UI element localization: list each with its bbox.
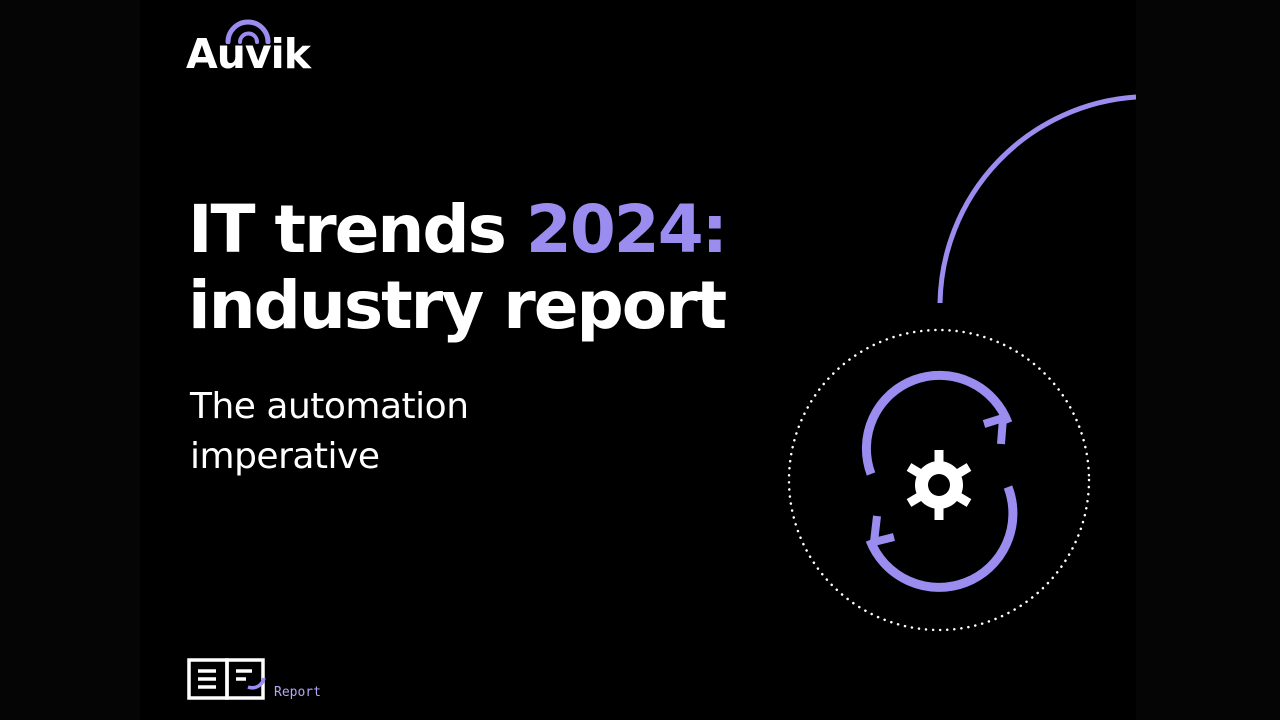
open-book-report-icon [186, 654, 270, 702]
decorative-graphics [140, 0, 1136, 720]
report-label: Report [274, 685, 321, 700]
gear-with-refresh-arrows-icon [866, 375, 1013, 587]
decorative-arc [940, 97, 1136, 303]
report-cover: Auvik IT trends 2024: industry report Th… [140, 0, 1136, 720]
